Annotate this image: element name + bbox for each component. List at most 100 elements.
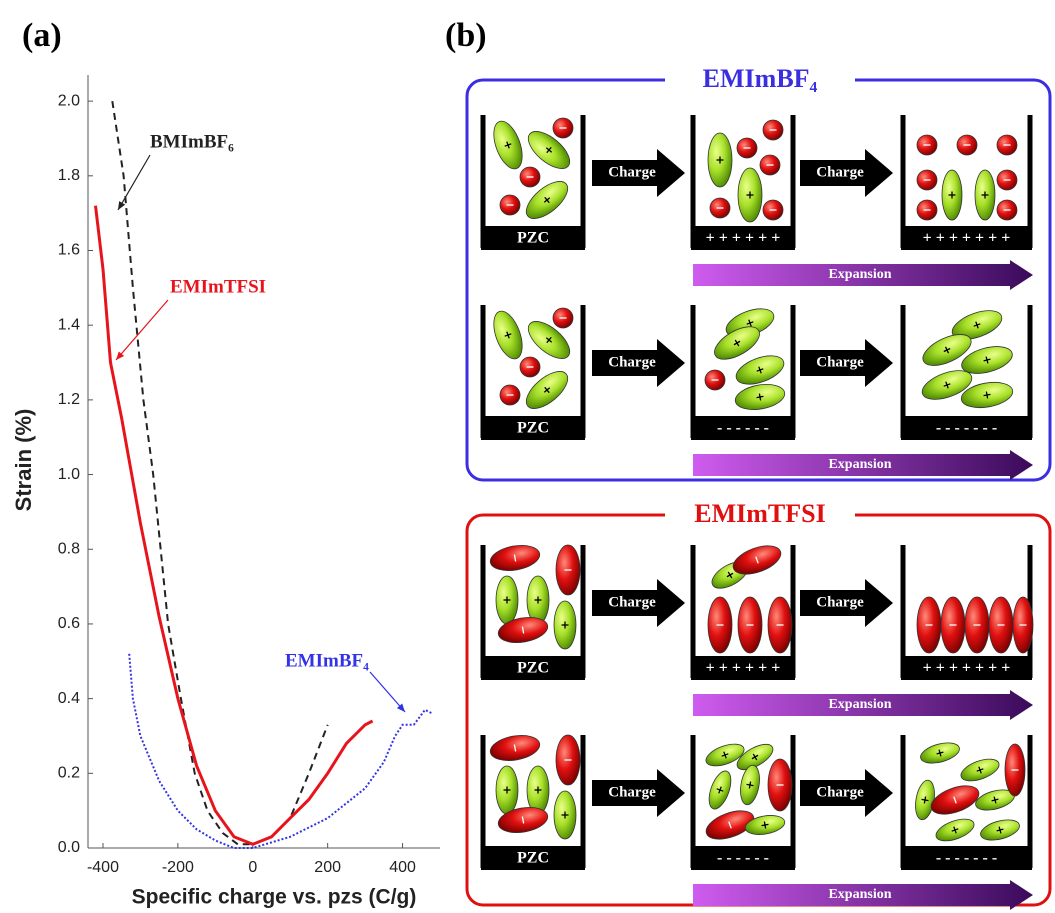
- anion: [553, 308, 573, 328]
- pointer: [118, 155, 150, 210]
- cation: [488, 307, 528, 362]
- cation: [942, 170, 962, 220]
- anion: [1005, 744, 1025, 796]
- cation: [738, 764, 763, 807]
- anion: [957, 135, 977, 155]
- y-tick-label: 0.4: [58, 690, 80, 707]
- x-axis-label: Specific charge vs. pzs (C/g): [132, 886, 417, 909]
- cation: [496, 576, 518, 624]
- cation: [975, 170, 995, 220]
- x-tick-label: 400: [389, 859, 416, 876]
- anion: [763, 120, 783, 140]
- expansion-label: Expansion: [828, 267, 891, 282]
- y-tick-label: 1.2: [58, 391, 80, 408]
- charge-label: Charge: [608, 164, 656, 180]
- anion: [917, 170, 937, 190]
- anion: [917, 597, 941, 653]
- cation: [958, 755, 1002, 786]
- panel-label: (b): [445, 17, 487, 54]
- cation: [527, 576, 549, 624]
- panel-title: EMImTFSI: [694, 499, 825, 528]
- series-label: BMImBF₆: [150, 131, 234, 152]
- anion: [553, 118, 573, 138]
- x-tick-label: 0: [248, 859, 257, 876]
- series-label: EMImBF₄: [285, 650, 369, 671]
- anion: [1013, 597, 1033, 653]
- electrode-label: + + + + + + +: [923, 660, 1011, 677]
- electrode-label: + + + + + +: [706, 660, 781, 677]
- anion: [520, 357, 540, 377]
- anion: [705, 370, 725, 390]
- y-axis-label: Strain (%): [11, 409, 36, 512]
- charge-label: Charge: [816, 594, 864, 610]
- anion: [760, 155, 780, 175]
- anion: [763, 200, 783, 220]
- anion: [488, 732, 541, 764]
- anion: [520, 167, 540, 187]
- electrode-label: - - - - - -: [717, 420, 769, 437]
- cation: [527, 766, 549, 814]
- anion: [737, 138, 757, 158]
- electrode-label: - - - - - - -: [936, 850, 997, 867]
- anion: [500, 195, 520, 215]
- cation: [918, 739, 961, 767]
- panel-label: (a): [22, 17, 62, 54]
- anion: [941, 597, 965, 653]
- charge-label: Charge: [816, 164, 864, 180]
- electrode-label: PZC: [517, 230, 549, 247]
- anion: [997, 135, 1017, 155]
- expansion-label: Expansion: [828, 697, 891, 712]
- anion: [556, 545, 580, 595]
- anion: [965, 597, 989, 653]
- y-tick-label: 1.4: [58, 316, 80, 333]
- cation: [554, 601, 576, 649]
- electrode-label: PZC: [517, 850, 549, 867]
- y-tick-label: 1.6: [58, 242, 80, 259]
- series-line: [112, 101, 327, 844]
- anion: [768, 597, 792, 653]
- anion: [917, 200, 937, 220]
- charge-label: Charge: [816, 784, 864, 800]
- cation: [708, 133, 732, 187]
- charge-label: Charge: [608, 784, 656, 800]
- anion: [488, 542, 541, 574]
- anion: [500, 385, 520, 405]
- electrode-label: + + + + + + +: [923, 230, 1011, 247]
- figure: (a) (b) 0.00.20.40.60.81.01.21.41.61.82.…: [0, 0, 1055, 913]
- series-line: [96, 206, 373, 845]
- expansion-label: Expansion: [828, 457, 891, 472]
- anion: [997, 200, 1017, 220]
- series-label: EMImTFSI: [170, 276, 266, 297]
- cation: [496, 766, 518, 814]
- charge-label: Charge: [608, 594, 656, 610]
- anion: [997, 170, 1017, 190]
- anion: [989, 597, 1013, 653]
- anion: [768, 759, 792, 811]
- anion: [710, 198, 730, 218]
- charge-label: Charge: [608, 354, 656, 370]
- cation: [488, 117, 528, 172]
- electrode-label: PZC: [517, 660, 549, 677]
- y-tick-label: 0.0: [58, 839, 80, 856]
- pointer-head: [118, 201, 125, 210]
- y-tick-label: 0.8: [58, 540, 80, 557]
- cation: [738, 168, 762, 222]
- x-tick-label: 200: [314, 859, 341, 876]
- electrode-label: + + + + + +: [706, 230, 781, 247]
- cation: [732, 350, 787, 390]
- electrode-label: - - - - - -: [717, 850, 769, 867]
- y-tick-label: 1.8: [58, 167, 80, 184]
- x-tick-label: -400: [87, 859, 119, 876]
- charge-label: Charge: [816, 354, 864, 370]
- pointer: [116, 300, 168, 360]
- cation: [733, 381, 786, 413]
- y-tick-label: 0.6: [58, 615, 80, 632]
- cation: [933, 815, 977, 846]
- anion: [927, 780, 982, 820]
- electrode-label: - - - - - - -: [936, 420, 997, 437]
- cation: [705, 768, 736, 812]
- y-tick-label: 2.0: [58, 92, 80, 109]
- chart: 0.00.20.40.60.81.01.21.41.61.82.0-400-20…: [11, 75, 440, 909]
- anion: [917, 135, 937, 155]
- anion: [738, 597, 762, 653]
